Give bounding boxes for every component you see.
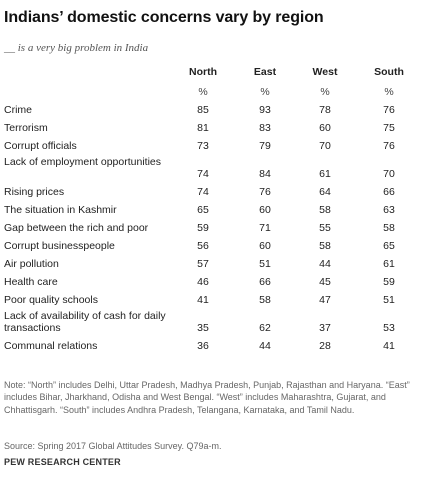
value-cell-north: 74: [197, 168, 209, 180]
value-cell-west: 58: [319, 240, 331, 252]
value-cell-south: 53: [383, 322, 395, 334]
value-cell-south: 76: [383, 140, 395, 152]
value-cell-south: 41: [383, 340, 395, 352]
chart-title: Indians’ domestic concerns vary by regio…: [4, 9, 324, 26]
row-label: Lack of employment opportunities: [4, 156, 162, 168]
value-cell-east: 93: [259, 104, 271, 116]
row-label: Poor quality schools: [4, 294, 98, 306]
footnote: Note: “North” includes Delhi, Uttar Prad…: [4, 380, 410, 415]
row-label: Crime: [4, 104, 32, 116]
value-cell-north: 59: [197, 222, 209, 234]
value-cell-north: 74: [197, 186, 209, 198]
row-label: Air pollution: [4, 258, 59, 270]
value-cell-north: 46: [197, 276, 209, 288]
row-label: The situation in Kashmir: [4, 204, 117, 216]
value-cell-west: 28: [319, 340, 331, 352]
value-cell-east: 76: [259, 186, 271, 198]
value-cell-south: 58: [383, 222, 395, 234]
value-cell-south: 63: [383, 204, 395, 216]
row-label: Corrupt officials: [4, 140, 77, 152]
value-cell-east: 83: [259, 122, 271, 134]
value-cell-west: 44: [319, 258, 331, 270]
unit-label: %: [320, 86, 330, 98]
row-label: Health care: [4, 276, 58, 288]
chart-subtitle: __ is a very big problem in India: [4, 42, 149, 54]
value-cell-east: 62: [259, 322, 271, 334]
value-cell-north: 35: [197, 322, 209, 334]
value-cell-east: 71: [259, 222, 271, 234]
value-cell-east: 58: [259, 294, 271, 306]
value-cell-east: 66: [259, 276, 271, 288]
value-cell-west: 47: [319, 294, 331, 306]
value-cell-west: 37: [319, 322, 331, 334]
row-label: Terrorism: [4, 122, 48, 134]
value-cell-east: 79: [259, 140, 271, 152]
value-cell-east: 44: [259, 340, 271, 352]
unit-label: %: [198, 86, 208, 98]
value-cell-south: 51: [383, 294, 395, 306]
value-cell-north: 36: [197, 340, 209, 352]
column-header-north: North: [189, 66, 217, 78]
value-cell-north: 41: [197, 294, 209, 306]
row-label: Communal relations: [4, 340, 98, 352]
row-label: Lack of availability of cash for daily t…: [4, 310, 166, 334]
row-label: Rising prices: [4, 186, 65, 198]
value-cell-north: 73: [197, 140, 209, 152]
value-cell-west: 45: [319, 276, 331, 288]
value-cell-east: 60: [259, 240, 271, 252]
column-header-east: East: [253, 66, 277, 78]
value-cell-south: 70: [383, 168, 395, 180]
column-header-west: West: [312, 66, 338, 78]
column-header-south: South: [374, 66, 404, 78]
value-cell-west: 70: [319, 140, 331, 152]
row-label: Corrupt businesspeople: [4, 240, 115, 252]
unit-label: %: [260, 86, 270, 98]
source-note: Source: Spring 2017 Global Attitudes Sur…: [4, 441, 222, 451]
brand-label: PEW RESEARCH CENTER: [4, 457, 121, 467]
value-cell-north: 85: [197, 104, 209, 116]
value-cell-east: 60: [259, 204, 271, 216]
value-cell-west: 55: [319, 222, 331, 234]
value-cell-south: 75: [383, 122, 395, 134]
value-cell-north: 57: [197, 258, 209, 270]
value-cell-west: 61: [319, 168, 331, 180]
value-cell-east: 51: [259, 258, 271, 270]
value-cell-south: 61: [383, 258, 395, 270]
value-cell-south: 66: [383, 186, 395, 198]
value-cell-south: 76: [383, 104, 395, 116]
value-cell-north: 56: [197, 240, 209, 252]
value-cell-south: 59: [383, 276, 395, 288]
value-cell-west: 60: [319, 122, 331, 134]
row-label: Gap between the rich and poor: [4, 222, 149, 234]
value-cell-west: 58: [319, 204, 331, 216]
value-cell-east: 84: [259, 168, 271, 180]
value-cell-south: 65: [383, 240, 395, 252]
value-cell-west: 78: [319, 104, 331, 116]
value-cell-north: 65: [197, 204, 209, 216]
value-cell-north: 81: [197, 122, 209, 134]
value-cell-west: 64: [319, 186, 331, 198]
unit-label: %: [384, 86, 394, 98]
